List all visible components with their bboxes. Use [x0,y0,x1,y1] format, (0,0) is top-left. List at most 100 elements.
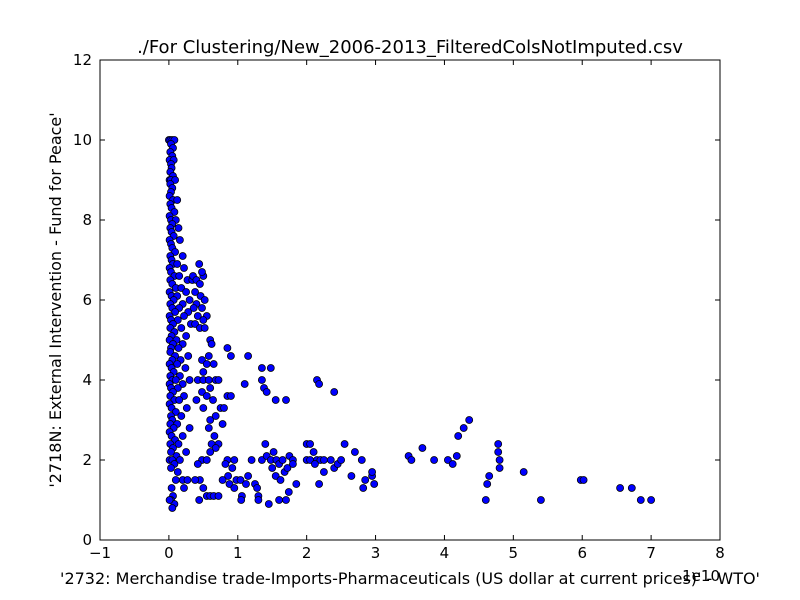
data-point [191,476,200,484]
data-point [221,460,230,468]
data-point [174,344,183,352]
data-point [167,464,175,472]
data-point [193,460,202,468]
data-point [262,388,271,396]
data-point [481,496,490,504]
data-point [288,460,297,468]
data-point [330,388,339,396]
data-point [209,360,218,368]
data-point [185,424,194,432]
data-point [182,404,191,412]
y-tick-label: 4 [82,371,92,389]
data-point [264,500,273,508]
y-tick-label: 2 [82,451,92,469]
data-point [254,496,263,504]
data-point [193,312,202,320]
data-point [315,380,324,388]
y-tick-label: 8 [82,211,92,229]
x-axis-label: '2732: Merchandise trade-Imports-Pharmac… [60,569,760,588]
data-point [459,424,468,432]
data-point [226,352,235,360]
data-point [173,260,182,268]
data-point [165,496,174,504]
data-point [198,304,206,312]
data-point [430,456,439,464]
x-tick-label: 3 [371,544,381,562]
data-points [164,136,655,512]
data-point [223,344,232,352]
data-point [180,484,188,492]
data-point [210,432,219,440]
data-point [182,332,191,340]
data-point [350,448,359,456]
data-point [175,456,184,464]
data-point [357,456,366,464]
data-point [202,456,211,464]
data-point [209,396,217,404]
y-tick-label: 0 [82,531,92,549]
x-tick-label: 2 [302,544,312,562]
data-point [519,468,528,476]
data-point [226,392,235,400]
data-point [616,484,624,492]
y-axis-label: '2718N: External Intervention - Fund for… [46,112,65,487]
y-tick-label: 12 [73,51,92,69]
x-tick-label: 5 [509,544,519,562]
data-point [206,384,215,392]
data-point [326,456,335,464]
data-point [220,404,228,412]
data-point [173,468,182,476]
data-point [230,456,239,464]
data-point [175,236,184,244]
data-point [306,440,315,448]
data-point [185,376,194,384]
data-point [276,476,285,484]
data-point [282,396,290,404]
data-point [230,484,239,492]
data-point [199,484,208,492]
data-point [465,416,474,424]
data-point [167,484,176,492]
data-point [282,496,290,504]
data-point [275,496,284,504]
data-point [340,440,349,448]
data-point [218,476,227,484]
data-point [175,396,184,404]
data-point [494,440,503,448]
x-axis-offset-label: 1e10 [682,567,720,585]
x-tick-label: 6 [577,544,587,562]
data-point [180,264,188,272]
data-point [192,396,201,404]
data-point [537,496,545,504]
data-point [206,448,215,456]
data-point [171,476,180,484]
data-point [309,448,318,456]
data-point [370,480,379,488]
data-point [189,304,198,312]
data-point [204,424,213,432]
data-point [171,308,180,316]
data-point [182,288,191,296]
data-point [183,476,192,484]
data-point [185,296,194,304]
data-point [237,496,246,504]
data-point [181,364,190,372]
data-point [315,480,324,488]
y-tick-label: 10 [73,131,92,149]
data-point [261,440,270,448]
data-point [284,488,293,496]
data-point [483,480,492,488]
data-point [214,376,223,384]
data-point [236,476,245,484]
data-point [195,280,204,288]
data-point [171,376,180,384]
data-point [347,472,356,480]
data-point [218,420,227,428]
data-point [269,448,278,456]
data-point [199,368,208,376]
data-point [247,456,256,464]
data-point [454,432,463,440]
data-point [283,464,292,472]
data-point [266,364,275,372]
